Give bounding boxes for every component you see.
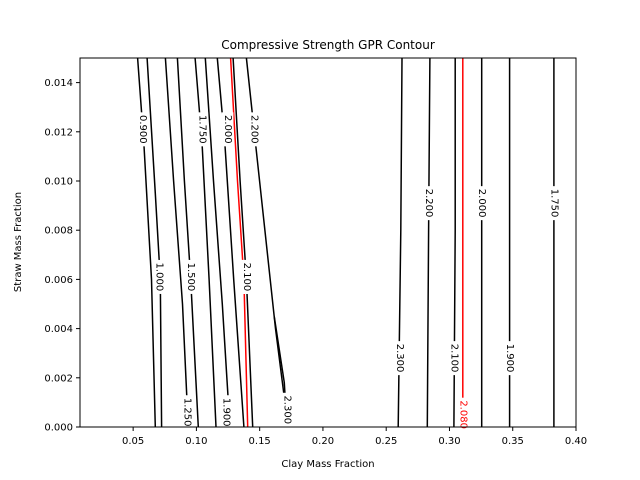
contour-line-1-500-3 [176, 57, 200, 428]
contour-label-2-300: 2.300 [281, 395, 292, 424]
contour-label-bg [422, 186, 435, 221]
contour-label-bg [240, 259, 253, 294]
x-tick-label: 0.25 [375, 436, 397, 447]
y-tick-label: 0.014 [44, 78, 73, 89]
contour-line-2-100-8 [232, 57, 254, 428]
x-tick-label: 0.05 [122, 436, 144, 447]
contour-label-1-750: 1.750 [548, 189, 559, 218]
x-tick-label: 0.40 [565, 436, 587, 447]
contour-line-1-750-4 [194, 57, 217, 428]
contour-labels: 0.900 1.000 1.250 1.500 1.750 1.900 2.000 2.080… [136, 112, 560, 432]
contour-label-1-750: 1.750 [197, 115, 208, 144]
contour-label-1-250: 1.250 [181, 398, 192, 427]
x-axis-title: Clay Mass Fraction [281, 459, 374, 470]
contour-label-1-900: 1.900 [221, 398, 232, 427]
contour-line-1-900-5 [204, 57, 231, 428]
contour-label-1-500: 1.500 [185, 263, 196, 292]
contour-line-2-000-6 [216, 57, 245, 428]
contour-label-2-080: 2.080 [457, 400, 468, 429]
x-tick-label: 0.15 [249, 436, 271, 447]
y-tick-label: 0.006 [44, 275, 73, 286]
y-axis-title: Straw Mass Fraction [13, 192, 24, 292]
contour-label-bg [184, 259, 197, 294]
contour-line-1-250-2 [164, 57, 189, 428]
y-tick-label: 0.010 [44, 177, 73, 188]
contour-label-bg [196, 112, 209, 147]
x-tick-label: 0.35 [502, 436, 524, 447]
contour-label-1-000: 1.000 [154, 263, 165, 292]
x-tick-label: 0.30 [438, 436, 460, 447]
contour-label-1-900: 1.900 [504, 344, 515, 373]
contour-label-bg [547, 186, 560, 221]
y-tick-label: 0.000 [44, 423, 73, 434]
contour-label-0-900: 0.900 [137, 115, 148, 144]
y-tick-label: 0.012 [44, 127, 73, 138]
y-tick-label: 0.004 [44, 324, 73, 335]
contour-label-2-300: 2.300 [394, 344, 405, 373]
contour-line-2-080-7 [229, 57, 249, 428]
contour-label-bg [220, 395, 233, 430]
contour-label-bg [136, 112, 149, 147]
contour-label-bg [153, 259, 166, 294]
contour-label-2-000: 2.000 [222, 115, 233, 144]
contour-label-2-200: 2.200 [423, 189, 434, 218]
contour-label-bg [475, 186, 488, 221]
contour-line-2-200-9 [245, 57, 289, 428]
x-tick-label: 0.10 [185, 436, 207, 447]
contour-label-2-200: 2.200 [248, 115, 259, 144]
contour-label-bg [447, 341, 460, 376]
contour-label-bg [393, 341, 406, 376]
contour-line-0-900-0 [136, 57, 157, 428]
contour-label-bg [503, 341, 516, 376]
contour-label-bg [280, 392, 293, 427]
x-axis: 0.05 0.10 0.15 0.20 0.25 0.30 0.35 0.40 [122, 427, 587, 447]
chart-title: Compressive Strength GPR Contour [221, 38, 435, 52]
contour-line-2-200-12 [426, 57, 431, 428]
y-tick-label: 0.002 [44, 373, 73, 384]
contour-label-bg [247, 112, 260, 147]
contour-label-bg [456, 397, 469, 432]
plot-frame [79, 57, 577, 428]
contour-label-2-100: 2.100 [448, 344, 459, 373]
contour-label-2-000: 2.000 [476, 189, 487, 218]
y-axis: 0.000 0.002 0.004 0.006 0.008 0.010 0.012 0.014 [44, 78, 80, 434]
contour-label-2-100: 2.100 [241, 263, 252, 292]
contour-label-bg [221, 112, 234, 147]
contour-label-bg [180, 395, 193, 430]
y-tick-label: 0.008 [44, 226, 73, 237]
contour-line-1-000-1 [146, 57, 163, 428]
x-tick-label: 0.20 [312, 436, 334, 447]
